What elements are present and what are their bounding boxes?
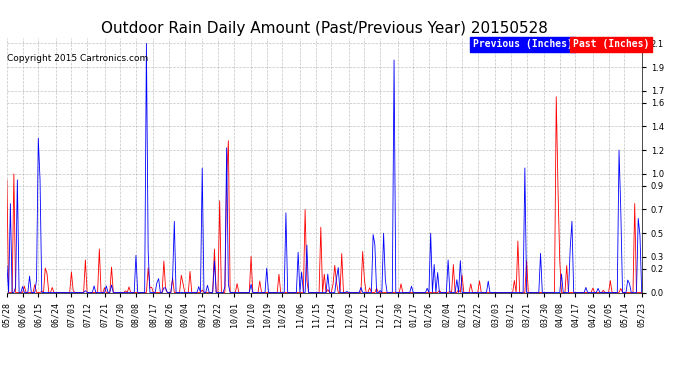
Text: Past (Inches): Past (Inches) bbox=[573, 39, 649, 50]
Title: Outdoor Rain Daily Amount (Past/Previous Year) 20150528: Outdoor Rain Daily Amount (Past/Previous… bbox=[101, 21, 548, 36]
Text: Previous (Inches): Previous (Inches) bbox=[473, 39, 573, 50]
Text: Copyright 2015 Cartronics.com: Copyright 2015 Cartronics.com bbox=[7, 54, 148, 63]
